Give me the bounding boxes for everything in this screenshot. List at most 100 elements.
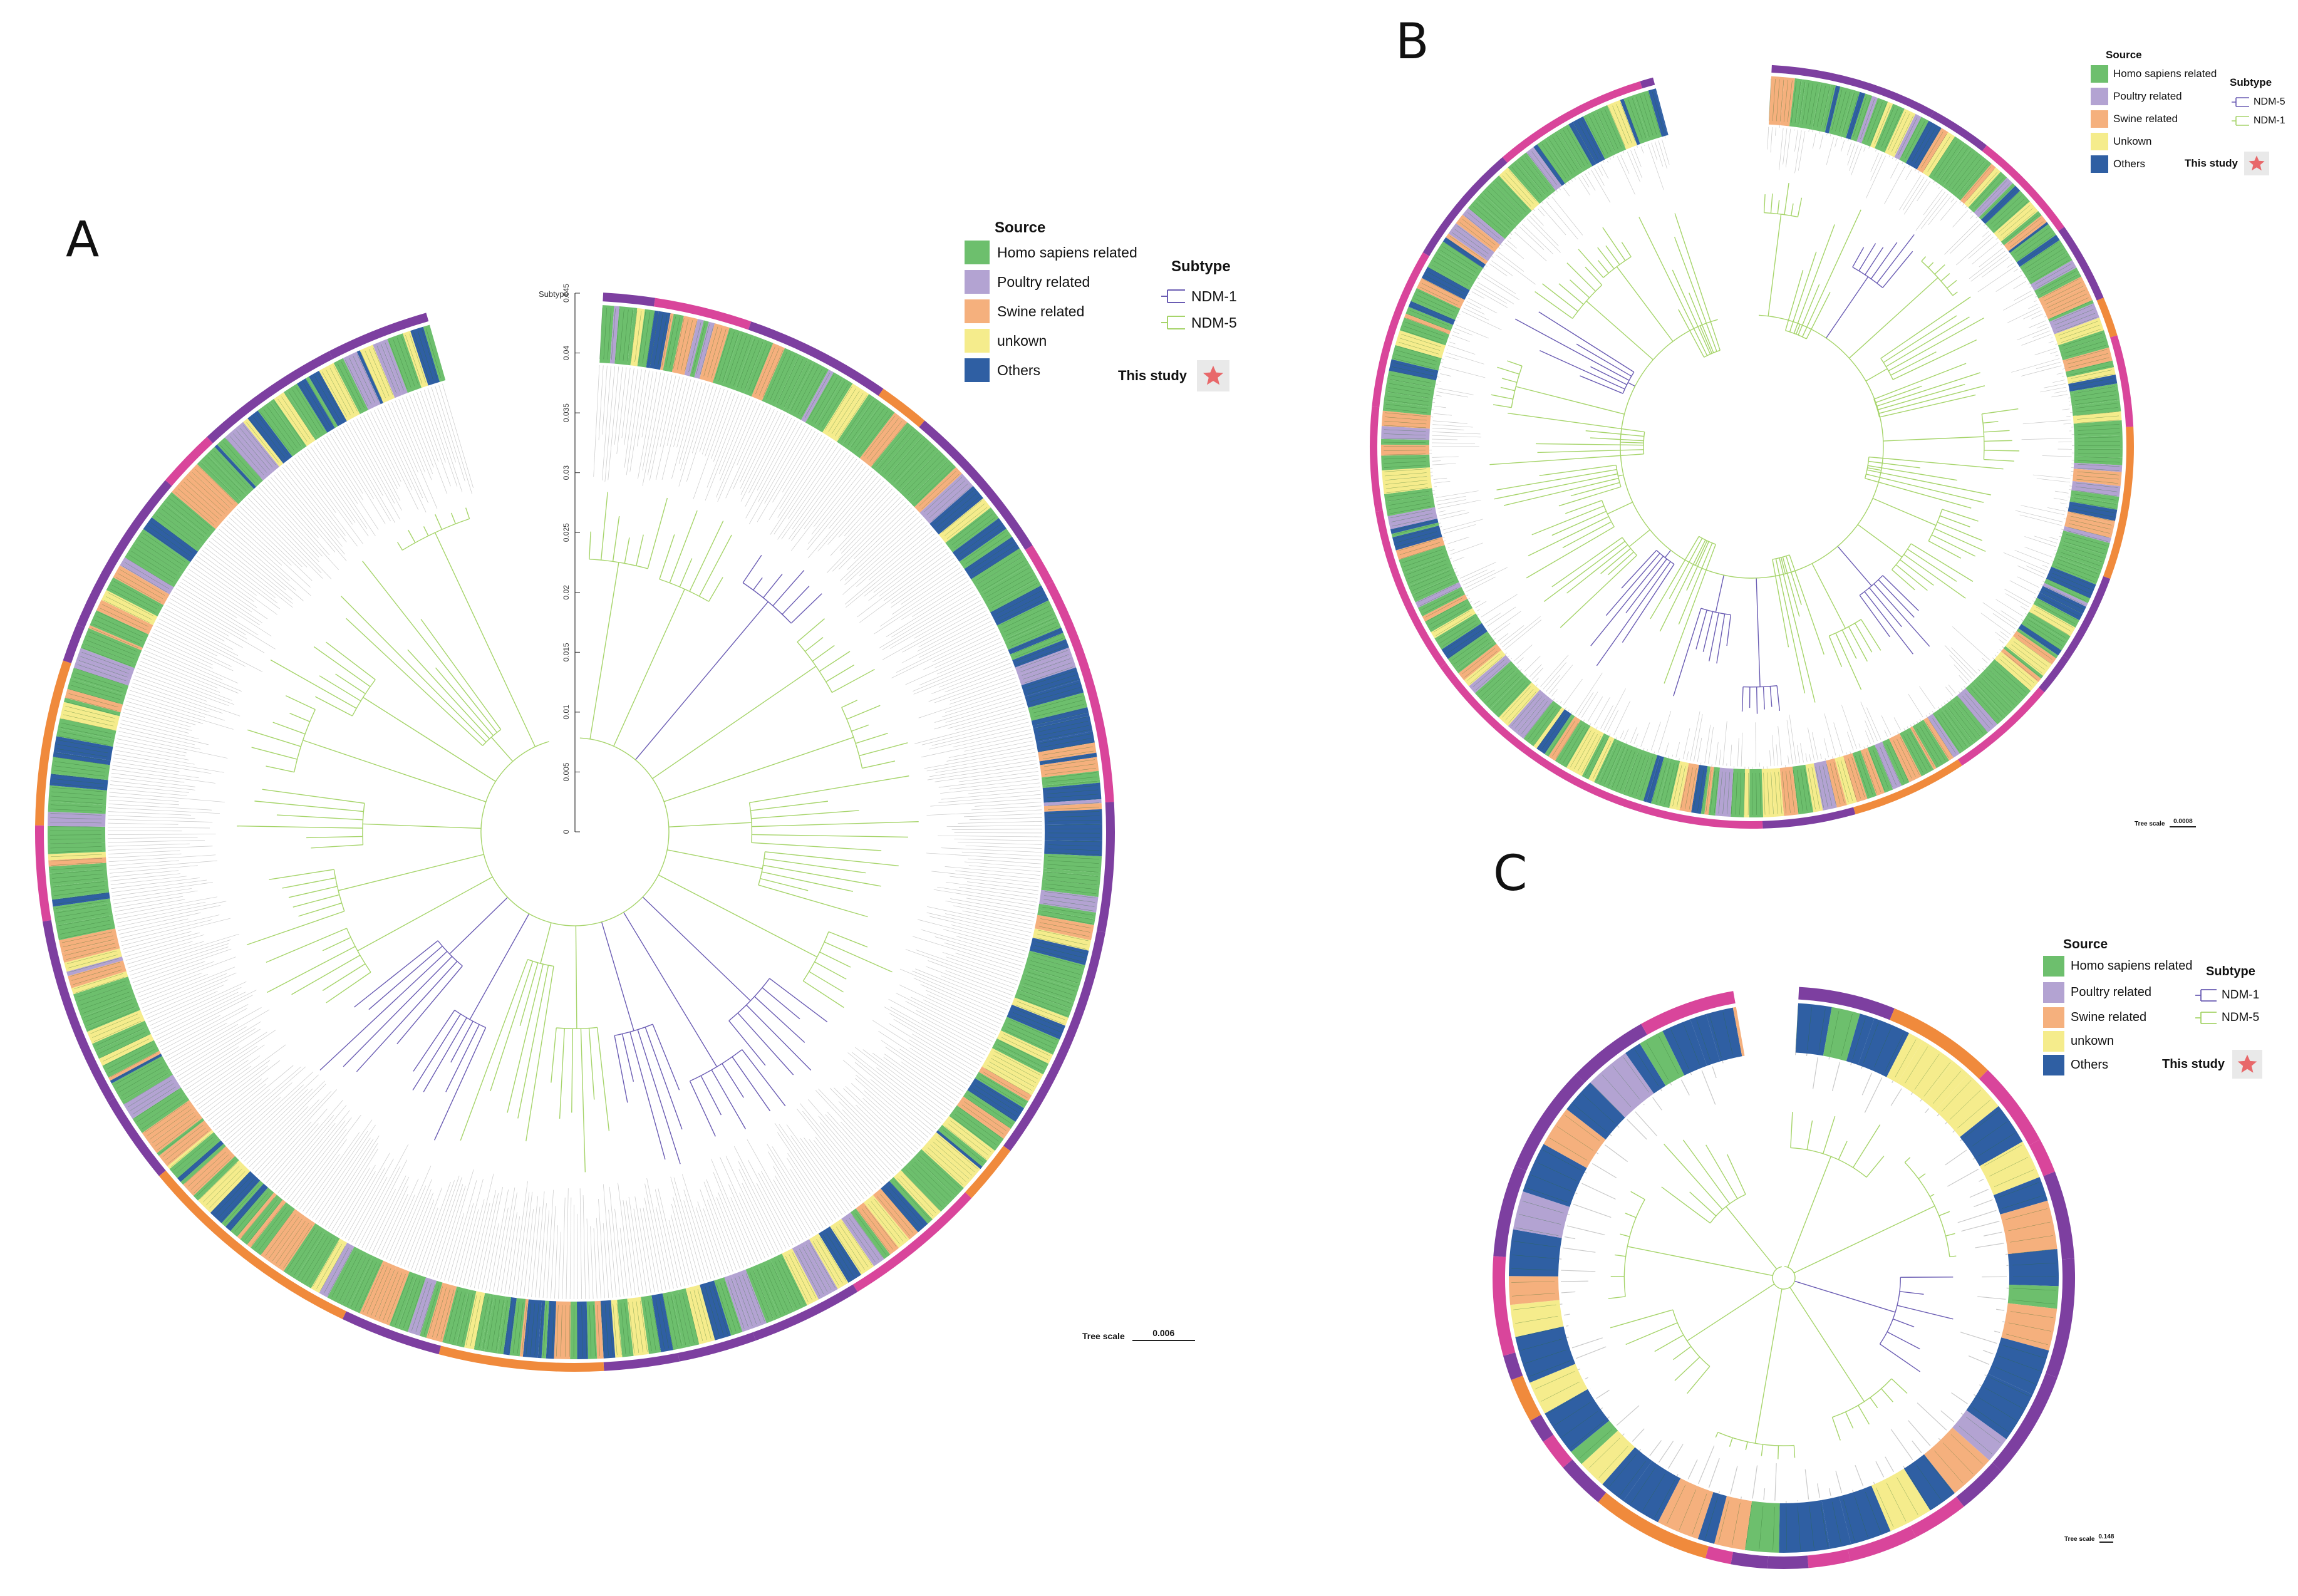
leaf-branch [170, 598, 265, 653]
ring-label-line [1384, 472, 1427, 477]
ring-label-line [2053, 305, 2093, 322]
ring-label-line [1470, 656, 1503, 684]
ring-label-line [210, 453, 247, 491]
ring-label-line [1411, 570, 1451, 587]
ring-label-line [815, 379, 842, 424]
leaf-branch [1604, 1144, 1628, 1163]
ring-label-line [1499, 178, 1528, 209]
ring-label-line [924, 477, 963, 512]
legend-c-source-swine: Swine related [2043, 1007, 2146, 1028]
ring-label-line [1632, 98, 1647, 138]
leaf-branch [108, 815, 195, 819]
source-ring-segment [2057, 541, 2106, 564]
source-ring-segment [1843, 753, 1868, 802]
leaf-branch [943, 929, 1027, 952]
ring-label-line [1908, 123, 1929, 160]
leaf-branch [110, 876, 187, 885]
ring-label-line [1895, 1039, 1917, 1078]
legend-b-source-poultry: Poultry related [2091, 88, 2182, 105]
ring-label-line [1965, 693, 1993, 725]
ring-label-line [2074, 395, 2117, 402]
source-ring-segment [1650, 757, 1670, 806]
ring-label-line [2064, 341, 2105, 354]
internal-branch [1778, 1445, 1779, 1459]
leaf-branch [135, 961, 215, 990]
internal-branch [412, 1013, 461, 1091]
source-ring-segment [1897, 1040, 1954, 1101]
internal-branch [1942, 509, 1979, 522]
ring-label-line [80, 988, 128, 1006]
ring-label-line [894, 1181, 930, 1220]
leaf-branch [968, 786, 1040, 794]
internal-branch [659, 579, 709, 602]
ring-label-line [67, 697, 118, 712]
ring-label-line [1798, 82, 1805, 124]
ring-label-line [1941, 1080, 1972, 1112]
legend-c-source-title: Source [2063, 937, 2108, 951]
ring-label-line [2066, 534, 2107, 546]
ring-label-line [1039, 729, 1090, 740]
source-ring-segment [1625, 1044, 1666, 1094]
leaf-branch [955, 710, 1027, 730]
leaf-branch [781, 450, 845, 539]
outer-band-segment [35, 660, 71, 826]
source-ring-segment [1381, 426, 1430, 440]
ring-label-line [160, 1121, 201, 1154]
ring-label-line [778, 1259, 801, 1306]
source-ring-segment [1957, 688, 1998, 733]
internal-branch [338, 854, 484, 891]
source-ring-segment [1425, 598, 1473, 633]
ring-label-line [403, 1279, 421, 1329]
ring-label-line [209, 1171, 246, 1209]
ring-label-line [1988, 192, 2019, 222]
source-ring-segment [172, 479, 226, 529]
ring-label-line [57, 908, 108, 918]
ring-label-line [85, 644, 133, 663]
source-ring-segment [731, 1269, 767, 1329]
source-ring-segment [143, 517, 198, 562]
ring-label-line [789, 1254, 812, 1300]
leaf-branch [912, 970, 1007, 1010]
leaf-branch [624, 368, 634, 445]
ring-label-line [131, 551, 175, 579]
leaf-branch [949, 779, 1040, 790]
internal-branch [1763, 194, 1766, 213]
internal-branch [1628, 529, 1650, 547]
leaf-branch [1977, 1296, 2006, 1300]
leaf-branch [920, 984, 1003, 1021]
ring-label-line [51, 791, 103, 796]
leaf-branch [148, 640, 213, 669]
ring-label-line [97, 1028, 145, 1050]
leaf-branch [108, 822, 179, 825]
ring-label-line [782, 1257, 805, 1304]
ring-label-line [314, 376, 341, 421]
leaf-branch [1778, 726, 1782, 765]
ring-label-line [1888, 111, 1906, 150]
ring-label-line [963, 531, 1006, 561]
internal-branch [1621, 242, 1632, 257]
internal-branch [1945, 1233, 1955, 1236]
ring-label-line [661, 316, 672, 366]
axis-tick-label: 0.035 [562, 403, 571, 422]
internal-branch [1610, 1309, 1674, 1329]
internal-branch [1811, 563, 1846, 629]
leaf-branch [113, 896, 184, 908]
ring-label-line [685, 321, 697, 371]
ring-label-line [1658, 1035, 1679, 1075]
leaf-branch [945, 666, 1012, 693]
source-ring-segment [108, 1050, 161, 1081]
ring-label-line [1386, 400, 1429, 406]
ring-label-line [236, 430, 270, 470]
ring-label-line [184, 482, 222, 517]
ring-label-line [1389, 379, 1431, 387]
ring-label-line [1902, 119, 1922, 157]
leaf-branch [891, 627, 996, 678]
ring-label-line [99, 1032, 146, 1054]
ring-label-line [2016, 638, 2050, 663]
legend-b-subtype-ndm5: NDM-5 [2230, 95, 2285, 109]
leaf-branch [921, 718, 1028, 745]
internal-branch [700, 1075, 722, 1116]
source-ring-segment [240, 1194, 281, 1243]
ring-label-line [1942, 712, 1967, 747]
leaf-branch [2015, 510, 2063, 522]
